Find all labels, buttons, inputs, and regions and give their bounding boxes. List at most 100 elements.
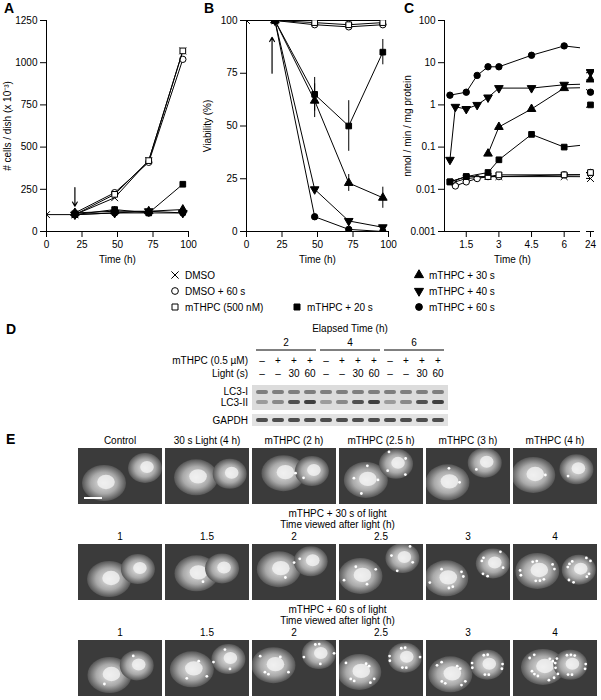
svg-text:1: 1 xyxy=(117,627,123,638)
svg-text:mTHPC (2.5 h): mTHPC (2.5 h) xyxy=(347,435,414,446)
svg-text:50: 50 xyxy=(226,120,238,131)
svg-text:10: 10 xyxy=(424,57,436,68)
svg-text:+: + xyxy=(403,355,409,366)
svg-text:+: + xyxy=(291,355,297,366)
svg-text:Elapsed Time (h): Elapsed Time (h) xyxy=(312,323,388,334)
svg-text:mTHPC (0.5 µM): mTHPC (0.5 µM) xyxy=(172,355,248,366)
svg-text:LC3-II: LC3-II xyxy=(221,397,248,408)
svg-text:mTHPC (3 h): mTHPC (3 h) xyxy=(439,435,498,446)
svg-text:75: 75 xyxy=(347,239,359,250)
svg-text:100: 100 xyxy=(419,15,436,26)
svg-text:Time viewed after light (h): Time viewed after light (h) xyxy=(280,615,395,626)
svg-text:30: 30 xyxy=(288,368,300,379)
svg-text:2.5: 2.5 xyxy=(374,531,388,542)
svg-text:1: 1 xyxy=(117,531,123,542)
svg-text:1.5: 1.5 xyxy=(200,627,214,638)
svg-text:0.01: 0.01 xyxy=(416,184,436,195)
svg-text:6: 6 xyxy=(411,337,417,348)
svg-text:Control: Control xyxy=(104,435,136,446)
svg-text:+: + xyxy=(339,355,345,366)
svg-text:60: 60 xyxy=(432,368,444,379)
svg-text:4: 4 xyxy=(552,627,558,638)
svg-text:0: 0 xyxy=(232,226,238,237)
svg-text:Time (h): Time (h) xyxy=(299,254,336,265)
svg-text:D: D xyxy=(6,321,16,337)
svg-text:0.001: 0.001 xyxy=(410,226,435,237)
svg-text:DMSO: DMSO xyxy=(185,270,215,281)
svg-text:Viability (%): Viability (%) xyxy=(202,100,213,153)
svg-text:75: 75 xyxy=(226,67,238,78)
svg-text:50: 50 xyxy=(312,239,324,250)
svg-text:1.5: 1.5 xyxy=(459,239,473,250)
svg-text:100: 100 xyxy=(380,239,397,250)
svg-text:30: 30 xyxy=(416,368,428,379)
svg-text:–: – xyxy=(259,368,265,379)
svg-text:60: 60 xyxy=(304,368,316,379)
svg-text:250: 250 xyxy=(21,184,38,195)
svg-text:Light (s): Light (s) xyxy=(212,368,248,379)
svg-text:nmol / min / mg protein: nmol / min / mg protein xyxy=(402,75,413,177)
svg-text:Time viewed after light (h): Time viewed after light (h) xyxy=(280,519,395,530)
svg-text:–: – xyxy=(323,355,329,366)
svg-text:2: 2 xyxy=(283,337,289,348)
svg-text:# cells / dish (x 10⁻³): # cells / dish (x 10⁻³) xyxy=(2,81,13,171)
svg-text:+: + xyxy=(371,355,377,366)
svg-text:100: 100 xyxy=(221,15,238,26)
svg-text:750: 750 xyxy=(21,99,38,110)
svg-text:–: – xyxy=(275,368,281,379)
svg-text:25: 25 xyxy=(226,173,238,184)
svg-text:2: 2 xyxy=(291,531,297,542)
svg-text:mTHPC + 60 s of light: mTHPC + 60 s of light xyxy=(288,604,386,615)
svg-text:+: + xyxy=(307,355,313,366)
svg-text:25: 25 xyxy=(76,239,88,250)
svg-text:Time (h): Time (h) xyxy=(494,254,531,265)
svg-text:1.5: 1.5 xyxy=(200,531,214,542)
svg-text:–: – xyxy=(339,368,345,379)
svg-text:30 s Light (4 h): 30 s Light (4 h) xyxy=(174,435,241,446)
svg-text:1: 1 xyxy=(430,99,436,110)
svg-text:25: 25 xyxy=(276,239,288,250)
svg-text:+: + xyxy=(275,355,281,366)
svg-text:50: 50 xyxy=(112,239,124,250)
svg-text:100: 100 xyxy=(180,239,197,250)
svg-text:+: + xyxy=(355,355,361,366)
svg-text:LC3-I: LC3-I xyxy=(224,386,248,397)
svg-text:mTHPC + 40 s: mTHPC + 40 s xyxy=(429,286,495,297)
svg-text:2.5: 2.5 xyxy=(374,627,388,638)
svg-text:500: 500 xyxy=(21,141,38,152)
svg-text:60: 60 xyxy=(368,368,380,379)
svg-text:Time (h): Time (h) xyxy=(99,254,136,265)
svg-text:1000: 1000 xyxy=(15,57,38,68)
svg-text:E: E xyxy=(6,431,15,447)
svg-text:3: 3 xyxy=(465,531,471,542)
svg-text:0: 0 xyxy=(244,239,250,250)
svg-text:mTHPC (2 h): mTHPC (2 h) xyxy=(265,435,324,446)
svg-text:+: + xyxy=(435,355,441,366)
svg-text:24: 24 xyxy=(585,239,597,250)
svg-text:0: 0 xyxy=(44,239,50,250)
svg-text:4.5: 4.5 xyxy=(525,239,539,250)
svg-text:6: 6 xyxy=(561,239,567,250)
svg-text:0: 0 xyxy=(32,226,38,237)
svg-text:1250: 1250 xyxy=(15,15,38,26)
svg-text:mTHPC (500 nM): mTHPC (500 nM) xyxy=(185,302,263,313)
svg-text:mTHPC + 30 s: mTHPC + 30 s xyxy=(429,270,495,281)
svg-text:2: 2 xyxy=(291,627,297,638)
svg-text:–: – xyxy=(387,368,393,379)
svg-text:3: 3 xyxy=(465,627,471,638)
svg-text:DMSO + 60 s: DMSO + 60 s xyxy=(185,286,245,297)
svg-text:mTHPC + 20 s: mTHPC + 20 s xyxy=(307,302,373,313)
svg-text:mTHPC (4 h): mTHPC (4 h) xyxy=(526,435,585,446)
svg-text:30: 30 xyxy=(352,368,364,379)
svg-text:–: – xyxy=(323,368,329,379)
svg-text:–: – xyxy=(259,355,265,366)
svg-text:0.1: 0.1 xyxy=(422,141,436,152)
svg-text:mTHPC + 30 s of light: mTHPC + 30 s of light xyxy=(288,508,386,519)
svg-text:mTHPC + 60 s: mTHPC + 60 s xyxy=(429,302,495,313)
svg-text:4: 4 xyxy=(347,337,353,348)
svg-text:4: 4 xyxy=(552,531,558,542)
svg-text:GAPDH: GAPDH xyxy=(212,415,248,426)
svg-text:–: – xyxy=(403,368,409,379)
svg-text:+: + xyxy=(419,355,425,366)
svg-text:–: – xyxy=(387,355,393,366)
